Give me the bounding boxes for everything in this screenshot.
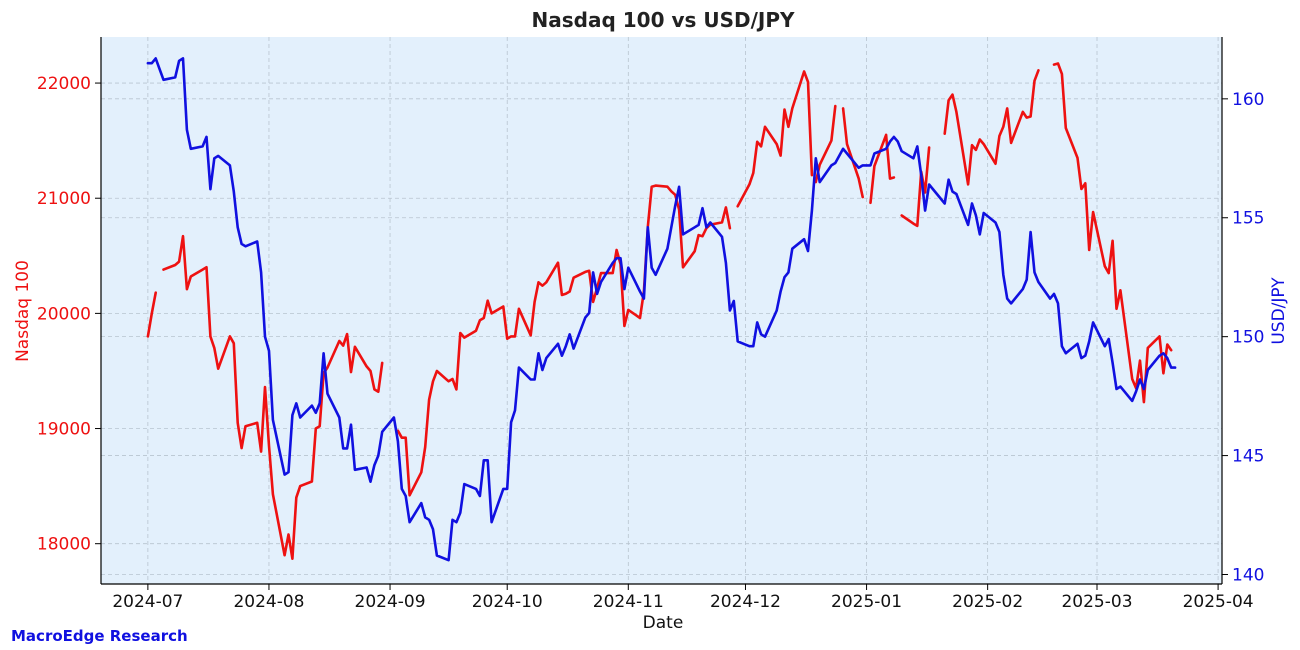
- series-layer: [146, 57, 1177, 562]
- x-tick-label: 2025-01: [831, 592, 902, 612]
- y-tick-label-left: 19000: [37, 420, 91, 440]
- y-tick-label-right: 145: [1232, 447, 1264, 467]
- series-line-segment: [943, 69, 1040, 186]
- x-tick-label: 2024-07: [112, 592, 183, 612]
- y-tick-label-right: 140: [1232, 565, 1264, 585]
- y-tick-label-left: 21000: [37, 189, 91, 209]
- axes: 2024-07 2024-08 2024-09 2024-10 2024-11 2024-…: [37, 37, 1264, 612]
- x-axis-label: Date: [643, 613, 684, 633]
- x-tick-label: 2025-04: [1183, 592, 1254, 612]
- series-line-segment: [146, 57, 1177, 562]
- y-axis-label-left: Nasdaq 100: [13, 260, 33, 362]
- x-tick-label: 2024-11: [593, 592, 664, 612]
- footer-source: MacroEdge Research: [11, 627, 188, 645]
- series-line-segment: [396, 184, 732, 497]
- series-line-segment: [869, 133, 896, 205]
- series-nasdaq-100: [146, 62, 1173, 561]
- chart-title: Nasdaq 100 vs USD/JPY: [532, 8, 795, 32]
- y-tick-label-left: 22000: [37, 74, 91, 94]
- series-line-segment: [736, 70, 814, 208]
- y-tick-label-right: 160: [1232, 90, 1264, 110]
- grid-lines: [101, 37, 1222, 584]
- series-line-segment: [900, 146, 931, 228]
- series-line-segment: [1052, 62, 1173, 404]
- y-tick-label-left: 18000: [37, 535, 91, 555]
- y-tick-label-right: 155: [1232, 209, 1264, 229]
- series-line-segment: [162, 234, 384, 561]
- x-tick-label: 2024-12: [710, 592, 781, 612]
- x-tick-label: 2025-02: [952, 592, 1023, 612]
- x-tick-label: 2024-09: [355, 592, 426, 612]
- plot-area: [101, 37, 1222, 584]
- y-axis-label-right: USD/JPY: [1269, 277, 1289, 345]
- y-tick-label-left: 20000: [37, 304, 91, 324]
- x-tick-label: 2025-03: [1061, 592, 1132, 612]
- series-usd-jpy: [146, 57, 1177, 562]
- y-tick-label-right: 150: [1232, 328, 1264, 348]
- series-line-segment: [146, 291, 157, 338]
- x-tick-label: 2024-10: [472, 592, 543, 612]
- x-tick-label: 2024-08: [233, 592, 304, 612]
